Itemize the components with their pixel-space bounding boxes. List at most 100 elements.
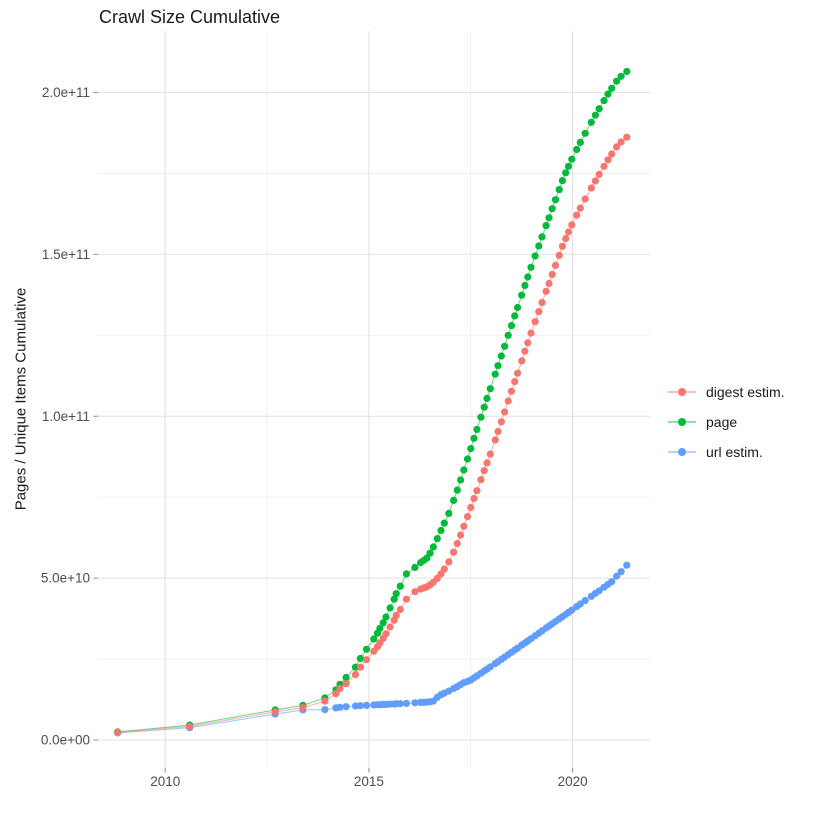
- data-point: [342, 703, 350, 711]
- data-point: [411, 699, 419, 707]
- data-point: [604, 156, 612, 164]
- data-point: [351, 671, 360, 679]
- data-point: [542, 222, 550, 230]
- data-point: [470, 434, 478, 442]
- data-point: [551, 196, 560, 204]
- series-page: [114, 67, 631, 736]
- data-point: [527, 263, 535, 271]
- data-point: [342, 680, 350, 688]
- data-point: [617, 72, 625, 80]
- data-point: [524, 339, 532, 347]
- data-point: [460, 466, 468, 474]
- data-point: [542, 287, 550, 295]
- data-point: [491, 436, 499, 444]
- data-point: [460, 522, 468, 530]
- data-point: [477, 476, 485, 484]
- legend-item-digest-estim: digest estim.: [668, 381, 785, 402]
- legend-label: digest estim.: [706, 383, 785, 400]
- legend-label: url estim.: [706, 443, 763, 460]
- data-point: [356, 663, 364, 671]
- data-point: [608, 84, 616, 92]
- data-point: [521, 281, 529, 290]
- data-point: [483, 459, 491, 467]
- data-point: [564, 162, 573, 170]
- data-point: [433, 535, 441, 543]
- data-point: [370, 635, 378, 643]
- data-point: [545, 214, 553, 222]
- data-point: [271, 708, 279, 716]
- data-point: [457, 476, 465, 484]
- data-point: [396, 582, 404, 590]
- data-point: [501, 342, 509, 350]
- svg-text:1.0e+11: 1.0e+11: [42, 409, 90, 424]
- data-point: [473, 487, 481, 495]
- data-point: [562, 234, 570, 243]
- data-point: [392, 590, 400, 598]
- data-point: [411, 563, 419, 572]
- data-point: [114, 728, 122, 736]
- data-point: [450, 496, 458, 504]
- y-axis-tick-labels: 0.0e+00 5.0e+10 1.0e+11 1.5e+11 2.0e+11: [41, 85, 90, 747]
- data-point: [429, 543, 437, 551]
- data-point: [504, 331, 512, 339]
- data-point: [437, 526, 445, 535]
- data-point: [555, 251, 563, 259]
- legend-key-point-icon: [668, 411, 696, 432]
- data-point: [558, 177, 567, 185]
- data-point: [402, 595, 410, 603]
- data-point: [548, 205, 556, 213]
- chart-title: Crawl Size Cumulative: [99, 7, 281, 27]
- gridlines-major: [98, 31, 650, 768]
- data-point: [390, 595, 398, 603]
- data-point: [440, 519, 448, 527]
- data-point: [600, 162, 608, 170]
- data-point: [440, 565, 448, 573]
- svg-text:1.5e+11: 1.5e+11: [42, 247, 90, 262]
- data-point: [600, 97, 608, 105]
- data-point: [581, 195, 589, 203]
- data-point: [426, 549, 434, 557]
- data-point: [497, 418, 505, 426]
- data-point: [573, 145, 581, 154]
- data-point: [504, 397, 512, 405]
- data-point: [617, 138, 625, 146]
- data-point: [362, 701, 371, 710]
- data-point: [342, 673, 350, 682]
- data-point: [511, 378, 519, 386]
- data-point: [617, 568, 625, 576]
- data-point: [386, 623, 394, 631]
- data-point: [467, 445, 475, 453]
- data-point: [379, 619, 387, 627]
- data-point: [480, 467, 488, 475]
- data-point: [463, 513, 472, 521]
- data-point: [470, 494, 478, 503]
- legend-key-point-icon: [668, 441, 696, 462]
- data-point: [573, 211, 581, 219]
- legend-label: page: [706, 413, 738, 430]
- svg-text:2010: 2010: [150, 774, 180, 789]
- data-point: [527, 329, 535, 337]
- data-point: [623, 67, 631, 76]
- data-point: [591, 111, 600, 119]
- svg-text:2.0e+11: 2.0e+11: [42, 85, 90, 100]
- data-point: [604, 90, 612, 98]
- data-point: [473, 425, 481, 434]
- data-point: [524, 273, 532, 281]
- data-point: [538, 233, 546, 241]
- data-point: [587, 118, 595, 126]
- data-point: [336, 684, 344, 693]
- data-point: [514, 369, 522, 377]
- data-point: [362, 645, 371, 653]
- data-point: [477, 413, 485, 421]
- series-line: [117, 136, 628, 733]
- data-point: [535, 308, 543, 316]
- data-point: [497, 352, 505, 360]
- svg-text:2020: 2020: [558, 774, 588, 789]
- data-point: [321, 697, 329, 705]
- data-point: [507, 387, 516, 395]
- data-point: [445, 509, 453, 517]
- data-point: [587, 184, 595, 192]
- data-point: [299, 704, 307, 712]
- data-point: [392, 611, 400, 620]
- data-point: [531, 252, 539, 260]
